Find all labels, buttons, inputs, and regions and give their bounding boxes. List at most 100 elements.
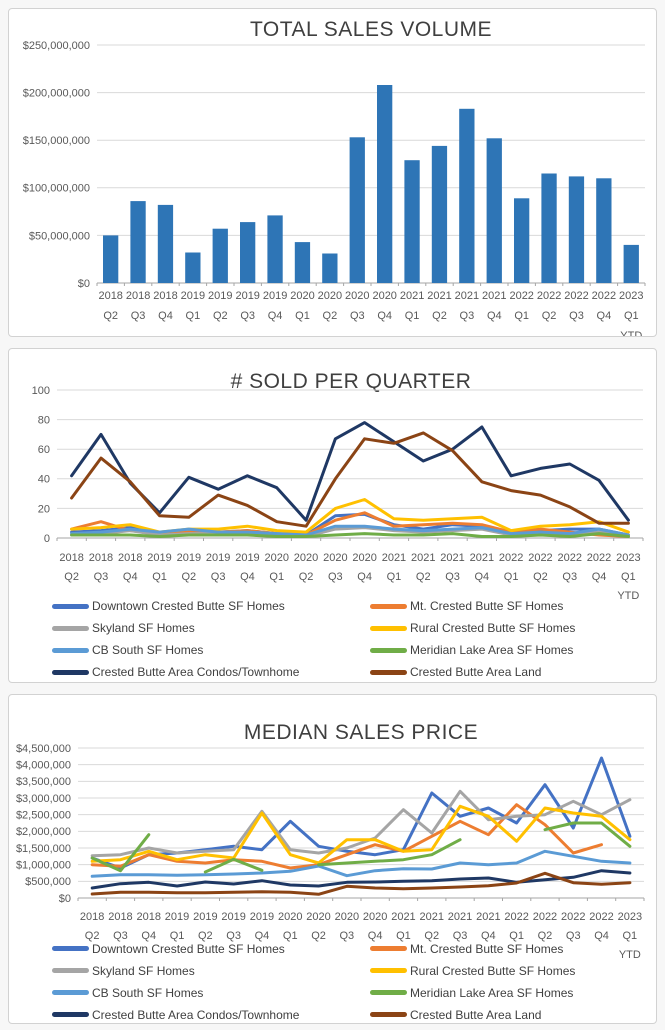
legend-item-crested-butte-area-condos-townhome: Crested Butte Area Condos/Townhome — [52, 1008, 370, 1022]
x-tick-label: 2021 Q3 — [440, 552, 464, 583]
legend-swatch-icon — [52, 603, 89, 609]
x-tick-label: 2022 Q4 — [587, 552, 611, 583]
x-tick-label: 2023 Q1 YTD — [618, 911, 642, 961]
series-line-meridian-lake-area-sf-homes — [70, 532, 630, 539]
y-tick-label: $150,000,000 — [23, 135, 90, 147]
x-tick-label: 2018 Q3 — [89, 552, 113, 583]
bar — [459, 108, 475, 283]
series-line-crested-butte-area-land — [90, 871, 632, 896]
y-tick-label: 20 — [38, 504, 50, 516]
x-tick-label: 2022 Q3 — [564, 290, 588, 322]
series-line-cb-south-sf-homes — [70, 525, 630, 537]
legend-item-crested-butte-area-land: Crested Butte Area Land — [370, 665, 575, 679]
legend-label: Mt. Crested Butte SF Homes — [410, 599, 564, 614]
sold-per-quarter-chart-panel: # SOLD PER QUARTER 0 20 40 60 80 100 2018 Q2 201… — [8, 348, 657, 683]
x-tick-label: 2021 Q4 — [476, 911, 500, 942]
x-tick-label: 2022 Q3 — [561, 911, 585, 942]
y-tick-label: 40 — [38, 474, 50, 486]
legend-item-mt-crested-butte-sf-homes: Mt. Crested Butte SF Homes — [370, 942, 575, 956]
legend-item-skyland-sf-homes: Skyland SF Homes — [52, 621, 370, 635]
legend-swatch-icon — [52, 1012, 89, 1018]
x-tick-label: 2022 Q1 — [509, 290, 533, 322]
y-tick-label: $200,000,000 — [23, 87, 90, 99]
bar — [568, 176, 585, 283]
legend-item-meridian-lake-area-sf-homes: Meridian Lake Area SF Homes — [370, 643, 575, 657]
x-tick-label: 2022 Q3 — [558, 552, 582, 583]
x-tick-label: 2019 Q1 — [181, 290, 205, 322]
bar — [541, 173, 557, 283]
x-tick-label: 2018 Q4 — [137, 911, 161, 942]
x-tick-label: 2023 Q1 YTD — [619, 290, 643, 337]
legend-swatch-icon — [52, 669, 89, 675]
bar — [157, 204, 174, 283]
x-tick-label: 2020 Q1 — [278, 911, 302, 942]
y-tick-label: $2,000,000 — [16, 826, 71, 838]
legend-item-cb-south-sf-homes: CB South SF Homes — [52, 643, 370, 657]
y-tick-label: $3,500,000 — [16, 776, 71, 788]
x-tick-label: 2019 Q1 — [165, 911, 189, 942]
median-sales-price-legend: Downtown Crested Butte SF Homes Mt. Crest… — [52, 938, 575, 1023]
x-tick-label: 2022 Q2 — [533, 911, 557, 942]
x-tick-label: 2019 Q2 — [193, 911, 217, 942]
x-tick-label: 2021 Q4 — [470, 552, 494, 583]
legend-label: Crested Butte Area Condos/Townhome — [92, 665, 300, 680]
median-sales-price-plot: $0 $500,000 $1,000,000 $1,500,000 $2,000,000… — [16, 743, 645, 961]
x-tick-label: 2019 Q2 — [177, 552, 201, 583]
x-tick-label: 2021 Q2 — [427, 290, 451, 322]
x-tick-label: 2020 Q2 — [294, 552, 318, 583]
total-sales-volume-chart-panel: TOTAL SALES VOLUME $0 $50,000,000 $100,000… — [8, 8, 657, 338]
x-tick-label: 2020 Q3 — [335, 911, 359, 942]
legend-label: Crested Butte Area Land — [410, 665, 542, 680]
legend-swatch-icon — [52, 625, 89, 631]
bar — [103, 235, 119, 283]
legend-label: Skyland SF Homes — [92, 621, 195, 636]
legend-swatch-icon — [52, 647, 89, 653]
y-tick-label: 80 — [38, 415, 50, 427]
x-tick-label: 2022 Q2 — [537, 290, 561, 322]
y-tick-label: $1,000,000 — [16, 859, 71, 871]
series-line-rural-crested-butte-sf-homes — [90, 804, 632, 865]
median-sales-price-chart-panel: MEDIAN SALES PRICE $0 $500,000 $1,000,000 $… — [8, 693, 657, 1024]
y-tick-label: $500,000 — [25, 876, 71, 888]
legend-swatch-icon — [370, 990, 407, 996]
legend-label: Crested Butte Area Condos/Townhome — [92, 1007, 300, 1022]
legend-label: Crested Butte Area Land — [410, 1007, 542, 1022]
y-tick-label: $4,500,000 — [16, 743, 71, 755]
series-line-crested-butte-area-condos-townhome — [90, 868, 632, 890]
x-tick-label: 2019 Q3 — [221, 911, 245, 942]
x-tick-label: 2019 Q3 — [235, 290, 259, 322]
bar — [514, 198, 530, 283]
legend-swatch-icon — [370, 625, 407, 631]
x-tick-label: 2021 Q1 — [382, 552, 406, 583]
bar — [349, 137, 365, 283]
legend-item-skyland-sf-homes: Skyland SF Homes — [52, 964, 370, 978]
x-tick-label: 2022 Q1 — [504, 911, 528, 942]
x-tick-label: 2022 Q1 — [499, 552, 523, 583]
legend-item-mt-crested-butte-sf-homes: Mt. Crested Butte SF Homes — [370, 599, 575, 613]
x-tick-label: 2018 Q4 — [118, 552, 142, 583]
x-tick-label: 2020 Q4 — [372, 290, 396, 322]
x-tick-label: 2021 Q2 — [411, 552, 435, 583]
x-tick-label: 2023 Q1 YTD — [616, 552, 640, 602]
series-line-skyland-sf-homes — [90, 789, 632, 857]
legend-label: Mt. Crested Butte SF Homes — [410, 941, 564, 956]
bar — [596, 178, 612, 283]
legend-item-rural-crested-butte-sf-homes: Rural Crested Butte SF Homes — [370, 964, 575, 978]
x-tick-label: 2021 Q4 — [482, 290, 506, 322]
bar — [623, 244, 639, 283]
y-tick-label: $250,000,000 — [23, 40, 90, 52]
legend-item-downtown-crested-butte-sf-homes: Downtown Crested Butte SF Homes — [52, 942, 370, 956]
x-tick-label: 2018 Q3 — [108, 911, 132, 942]
bar — [322, 253, 338, 283]
y-tick-label: $100,000,000 — [23, 183, 90, 195]
x-tick-label: 2022 Q2 — [528, 552, 552, 583]
legend-label: Skyland SF Homes — [92, 963, 195, 978]
legend-item-crested-butte-area-condos-townhome: Crested Butte Area Condos/Townhome — [52, 665, 370, 679]
x-tick-label: 2019 Q3 — [206, 552, 230, 583]
x-tick-label: 2020 Q2 — [306, 911, 330, 942]
legend-swatch-icon — [370, 669, 407, 675]
x-tick-label: 2021 Q3 — [448, 911, 472, 942]
legend-item-rural-crested-butte-sf-homes: Rural Crested Butte SF Homes — [370, 621, 575, 635]
x-tick-label: 2022 Q4 — [589, 911, 613, 942]
